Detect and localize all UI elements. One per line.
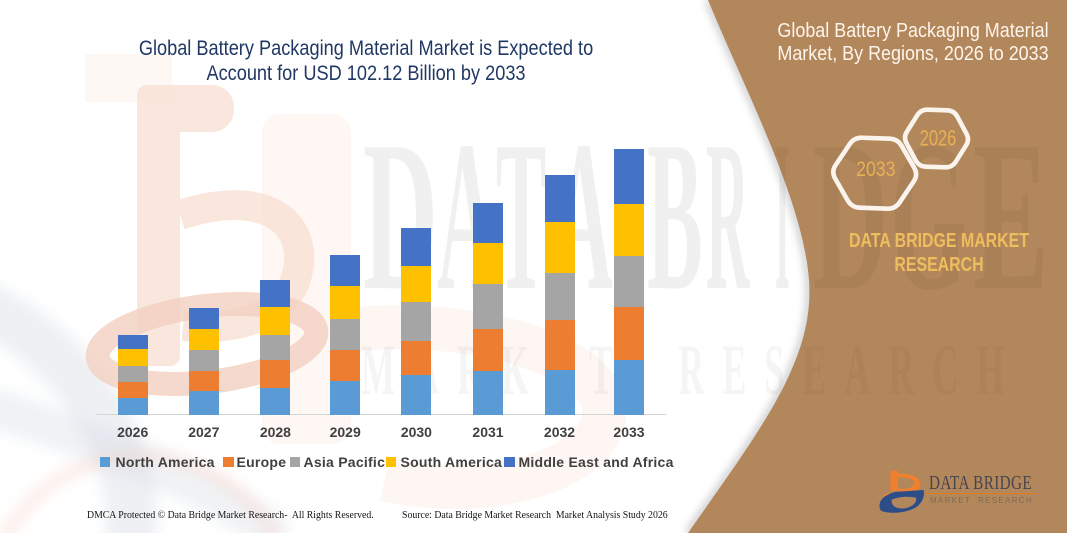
svg-text:2026: 2026 bbox=[920, 126, 957, 151]
svg-text:2033: 2033 bbox=[856, 158, 895, 181]
